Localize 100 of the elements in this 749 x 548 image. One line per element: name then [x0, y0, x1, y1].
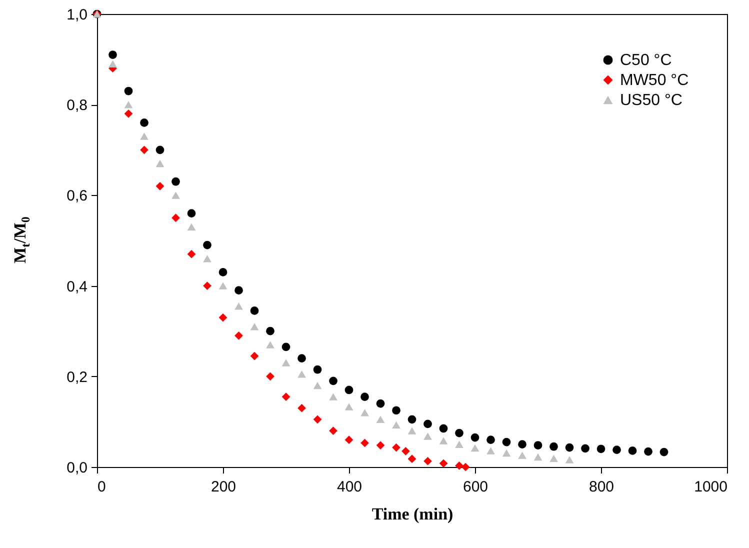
point: [424, 420, 432, 428]
legend-label: C50 °C: [620, 52, 672, 69]
x-tick-label: 600: [462, 478, 488, 496]
point: [392, 406, 400, 415]
point: [218, 268, 228, 276]
point: [408, 415, 416, 424]
point: [486, 436, 495, 444]
point: [266, 372, 274, 381]
point: [360, 409, 369, 416]
point: [187, 250, 196, 258]
point: [298, 354, 306, 362]
y-tick-label: 0,8: [66, 97, 88, 114]
point: [203, 240, 212, 250]
point: [612, 446, 621, 454]
point: [172, 177, 180, 186]
y-tick-label: 0,4: [66, 278, 88, 296]
x-axis-title: Time (min): [372, 504, 454, 524]
point: [250, 306, 259, 315]
y-tick-label: 0,0: [66, 460, 88, 476]
point: [124, 109, 133, 118]
point: [140, 132, 148, 140]
point: [628, 446, 637, 455]
point: [218, 313, 228, 322]
point: [172, 192, 180, 199]
point: [108, 60, 117, 68]
legend-label: US50 °C: [620, 92, 682, 109]
point: [439, 459, 448, 468]
legend-label: MW50 °C: [620, 72, 689, 89]
x-tick-label: 800: [588, 478, 614, 496]
point: [313, 365, 322, 374]
point: [250, 322, 259, 330]
point: [376, 399, 385, 408]
point: [550, 454, 558, 462]
x-tick-label: 1000: [694, 478, 728, 496]
point: [124, 100, 133, 108]
point: [124, 86, 133, 96]
point: [565, 456, 574, 464]
point: [234, 302, 243, 310]
y-tick-label: 0,2: [66, 368, 88, 386]
point: [187, 223, 196, 231]
point: [203, 282, 212, 290]
point: [518, 452, 526, 459]
point: [486, 447, 495, 454]
point: [203, 254, 212, 262]
point: [402, 446, 410, 456]
point: [470, 444, 480, 452]
point: [455, 440, 464, 448]
point: [550, 442, 558, 451]
point: [644, 447, 652, 456]
point: [172, 214, 180, 222]
point: [534, 453, 542, 461]
point: [329, 393, 338, 400]
point: [392, 443, 400, 452]
point: [282, 342, 290, 352]
point: [266, 341, 274, 348]
y-tick-label: 1,0: [66, 6, 88, 24]
point: [140, 146, 148, 154]
x-tick-label: 200: [210, 478, 236, 496]
point: [329, 426, 338, 435]
point: [313, 415, 322, 424]
point: [187, 209, 196, 218]
point: [266, 326, 274, 336]
point: [470, 433, 480, 442]
point: [344, 403, 354, 410]
point: [108, 50, 117, 59]
point: [565, 443, 574, 452]
point: [596, 444, 606, 454]
point: [282, 392, 290, 401]
point: [581, 444, 590, 453]
point: [392, 421, 400, 428]
point: [156, 182, 164, 190]
point: [156, 146, 164, 154]
point: [329, 376, 338, 386]
point: [455, 461, 464, 470]
point: [313, 382, 322, 390]
point: [234, 331, 243, 340]
point: [502, 449, 511, 457]
point: [234, 286, 243, 295]
point: [344, 436, 354, 444]
point: [408, 454, 416, 464]
point: [408, 427, 416, 434]
point: [534, 441, 542, 450]
point: [360, 392, 369, 401]
point: [376, 416, 385, 424]
point: [502, 438, 511, 446]
point: [424, 432, 432, 440]
point: [250, 352, 259, 360]
point: [298, 404, 306, 412]
point: [439, 424, 448, 433]
point: [156, 160, 164, 168]
point: [439, 437, 448, 444]
point: [344, 386, 354, 394]
point: [424, 456, 432, 466]
point: [461, 462, 470, 472]
point: [518, 440, 526, 449]
y-tick-label: 0,6: [66, 188, 88, 205]
point: [140, 118, 148, 127]
point: [218, 282, 228, 290]
point: [298, 370, 306, 378]
x-tick-label: 0: [98, 478, 106, 496]
